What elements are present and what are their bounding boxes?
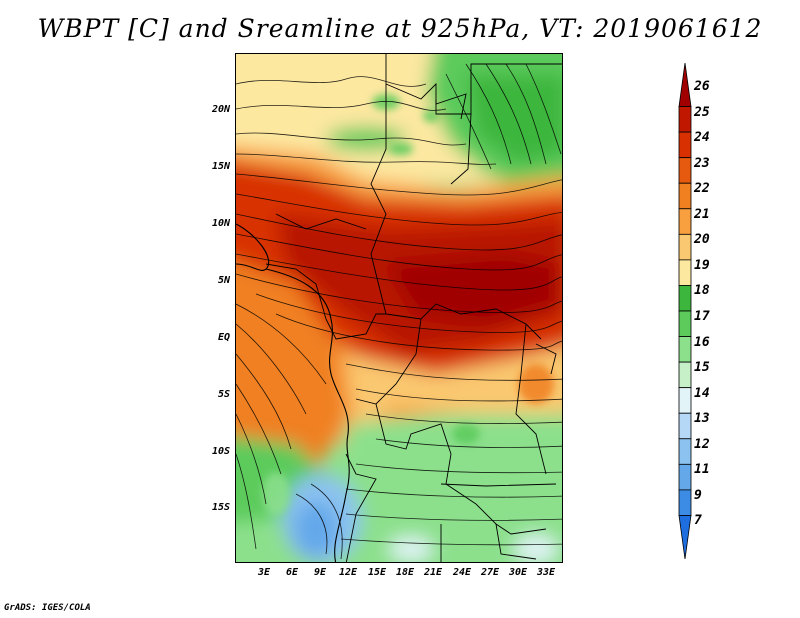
colorbar-label: 26 bbox=[694, 79, 710, 94]
map-panel bbox=[235, 53, 563, 563]
colorbar-label: 16 bbox=[694, 334, 710, 350]
lon-label: 6E bbox=[285, 567, 299, 578]
lon-label: 3E bbox=[257, 567, 271, 578]
lat-label: 10N bbox=[211, 218, 230, 229]
colorbar bbox=[678, 63, 692, 559]
colorbar-label: 15 bbox=[694, 360, 710, 376]
lon-label: 30E bbox=[508, 567, 528, 578]
colorbar-swatch bbox=[678, 233, 692, 261]
wbpt-field bbox=[236, 54, 562, 562]
grads-credit: GrADS: IGES/COLA bbox=[4, 603, 91, 613]
lat-label: EQ bbox=[217, 332, 230, 343]
lon-label: 21E bbox=[423, 567, 443, 578]
country-borders bbox=[265, 54, 562, 562]
lon-label: 15E bbox=[367, 567, 387, 578]
lon-label: 12E bbox=[338, 567, 358, 578]
lat-label: 15N bbox=[211, 161, 230, 172]
lat-label: 20N bbox=[211, 104, 230, 115]
colorbar-swatch bbox=[678, 489, 692, 516]
lon-label: 27E bbox=[480, 567, 500, 578]
colorbar-swatch bbox=[678, 106, 692, 133]
colorbar-swatch bbox=[678, 131, 692, 159]
lat-label: 5N bbox=[217, 275, 230, 286]
colorbar-label: 23 bbox=[694, 155, 710, 171]
colorbar-label: 20 bbox=[694, 232, 710, 248]
colorbar-label: 9 bbox=[694, 487, 702, 503]
colorbar-swatch bbox=[678, 412, 692, 440]
colorbar-label: 18 bbox=[694, 283, 710, 299]
lon-label: 24E bbox=[452, 567, 472, 578]
colorbar-label: 25 bbox=[694, 104, 710, 120]
lat-label: 5S bbox=[217, 389, 230, 400]
colorbar-label: 7 bbox=[694, 513, 702, 529]
lon-label: 9E bbox=[313, 567, 327, 578]
colorbar-swatch bbox=[678, 208, 692, 235]
colorbar-label: 13 bbox=[694, 411, 710, 427]
colorbar-swatch bbox=[678, 157, 692, 184]
colorbar-label: 21 bbox=[694, 206, 710, 222]
colorbar-swatch bbox=[678, 259, 692, 286]
lon-label: 18E bbox=[395, 567, 415, 578]
colorbar-swatch bbox=[678, 182, 692, 210]
colorbar-swatch bbox=[678, 310, 692, 337]
colorbar-swatch bbox=[678, 285, 692, 312]
colorbar-swatch bbox=[678, 438, 692, 465]
colorbar-label: 19 bbox=[694, 257, 710, 273]
colorbar-label: 12 bbox=[694, 436, 710, 452]
colorbar-label: 17 bbox=[694, 309, 710, 324]
colorbar-swatch bbox=[678, 361, 692, 389]
lon-label: 33E bbox=[536, 567, 556, 578]
colorbar-label: 22 bbox=[694, 181, 710, 197]
colorbar-swatch bbox=[678, 515, 692, 559]
colorbar-swatch bbox=[678, 387, 692, 414]
colorbar-swatch bbox=[678, 63, 692, 107]
map-title: WBPT [C] and Sreamline at 925hPa, VT: 20… bbox=[37, 14, 763, 43]
lat-label: 10S bbox=[211, 446, 230, 457]
colorbar-label: 14 bbox=[694, 385, 710, 401]
coastline bbox=[236, 223, 350, 562]
colorbar-label: 11 bbox=[694, 462, 710, 478]
lat-label: 15S bbox=[211, 502, 230, 513]
colorbar-swatch bbox=[678, 463, 692, 491]
streamlines bbox=[236, 63, 562, 560]
colorbar-label: 24 bbox=[694, 130, 710, 146]
colorbar-swatch bbox=[678, 336, 692, 363]
